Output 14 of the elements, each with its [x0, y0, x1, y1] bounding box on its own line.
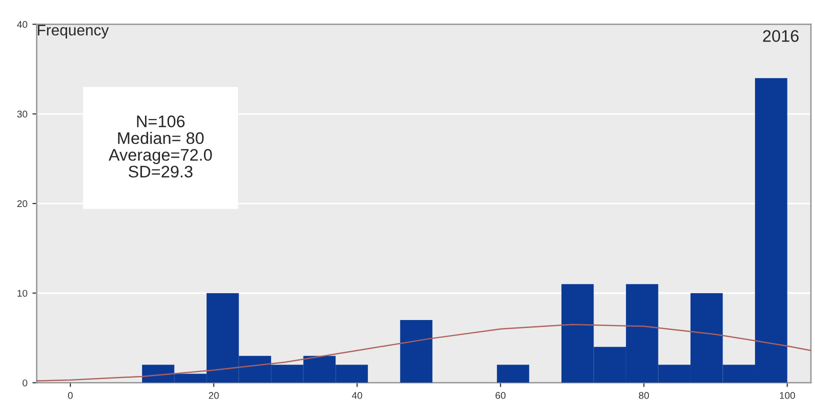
annotation: N=106 Median= 80 Average=72.0 SD=29.3 — [108, 116, 212, 178]
y-tick-label: 0 — [22, 379, 28, 386]
chart-title: 2016 — [763, 30, 799, 42]
y-tick-label: 30 — [17, 110, 28, 118]
y-tick-label: 10 — [18, 290, 28, 297]
x-tick-label: 40 — [352, 392, 362, 399]
y-tick-label: 40 — [17, 21, 28, 28]
x-tick-label: 0 — [68, 392, 73, 399]
y-axis-title: Frequency — [38, 24, 109, 39]
x-tick-label: 20 — [208, 392, 219, 399]
y-tick-label: 20 — [17, 200, 28, 208]
x-tick-label: 60 — [496, 392, 506, 399]
x-tick-label: 100 — [780, 392, 795, 399]
x-tick-label: 80 — [638, 392, 649, 399]
